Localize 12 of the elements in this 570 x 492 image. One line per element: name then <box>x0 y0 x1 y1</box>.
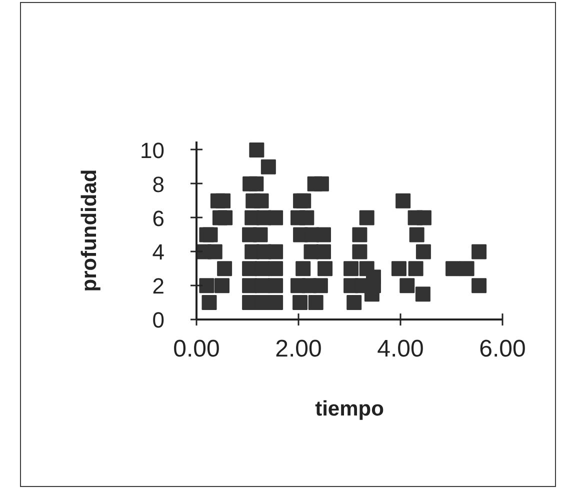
y-tick-label: 10 <box>140 138 165 163</box>
x-tick-label: 2.00 <box>275 336 322 362</box>
x-axis-title: tiempo <box>315 398 384 420</box>
x-tick-label: 4.00 <box>377 336 424 362</box>
y-tick-label: 0 <box>152 308 165 332</box>
y-tick-label: 4 <box>152 240 165 265</box>
x-tick-label: 0.00 <box>173 336 220 362</box>
y-tick-label: 2 <box>152 274 165 299</box>
y-tick-label: 8 <box>152 172 165 197</box>
y-axis-title: profundidad <box>78 169 102 292</box>
y-tick-label: 6 <box>152 206 165 231</box>
x-tick-label: 6.00 <box>479 336 526 362</box>
